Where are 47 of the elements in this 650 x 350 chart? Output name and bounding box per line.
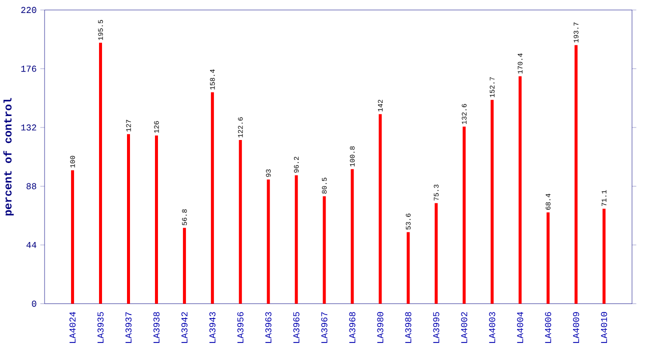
x-tick-label: LA3942 — [181, 312, 188, 344]
x-tick-label: LA3988 — [405, 312, 412, 344]
bar — [238, 140, 242, 304]
x-tick-label: LA3967 — [321, 312, 328, 344]
bar — [602, 208, 606, 304]
bar — [71, 170, 74, 304]
bar — [182, 228, 186, 304]
x-tick-label: LA3937 — [125, 312, 132, 344]
y-tick-label: 88 — [26, 183, 36, 190]
bar — [434, 203, 438, 304]
x-tick-label: LA3995 — [433, 312, 440, 344]
bar — [350, 169, 354, 304]
y-tick-label: 176 — [21, 66, 36, 72]
bar — [322, 196, 326, 304]
x-tick-label: LA3965 — [293, 312, 300, 344]
bar — [518, 76, 522, 304]
bar — [294, 175, 298, 304]
x-tick-label: LA3956 — [237, 312, 244, 344]
y-tick-label: 44 — [26, 242, 36, 248]
x-tick-label: LA4009 — [573, 312, 580, 344]
bar — [127, 134, 130, 304]
x-tick-label: LA3980 — [377, 312, 384, 344]
x-tick-label: LA4002 — [461, 312, 468, 344]
bar — [490, 100, 494, 304]
bar — [462, 126, 466, 304]
x-tick-label: LA3935 — [97, 312, 104, 344]
x-tick-label: LA3938 — [153, 312, 160, 344]
x-tick-label: LA3968 — [349, 312, 356, 344]
bar — [210, 92, 214, 304]
x-tick-label: LA4004 — [517, 312, 524, 344]
y-tick-label: 0 — [32, 300, 36, 307]
x-tick-label: LA4024 — [70, 312, 76, 344]
bar — [99, 42, 102, 304]
x-tick-label: LA3943 — [209, 312, 216, 344]
bar — [378, 114, 382, 304]
x-tick-label: LA3963 — [265, 312, 272, 344]
y-tick-label: 132 — [21, 124, 36, 131]
x-tick-label: LA4010 — [600, 312, 608, 344]
bar — [406, 232, 410, 304]
bar — [154, 136, 158, 304]
y-axis-title: percent of control — [3, 98, 14, 216]
x-tick-label: LA4003 — [489, 312, 496, 344]
x-tick-label: LA4006 — [545, 312, 552, 344]
bar — [546, 212, 550, 304]
bar — [266, 180, 270, 304]
bar — [574, 45, 578, 304]
y-tick-label: 220 — [21, 7, 36, 14]
